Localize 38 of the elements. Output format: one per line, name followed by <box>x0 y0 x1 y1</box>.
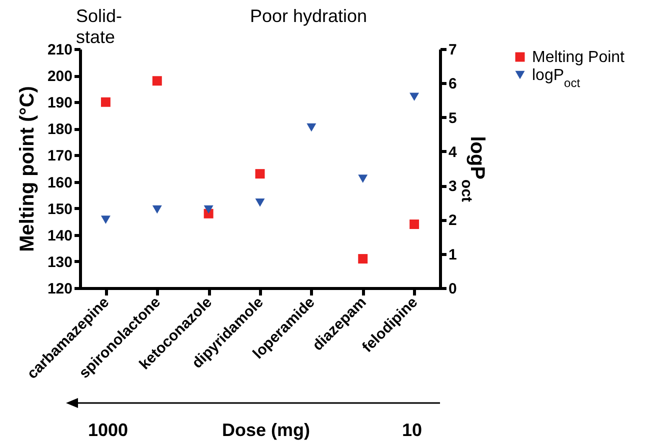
y-tick-label: 130 <box>47 254 72 271</box>
y2-tick-label: 4 <box>448 144 458 161</box>
point <box>204 205 214 214</box>
point <box>100 216 110 224</box>
legend-label: Melting Point <box>532 49 626 66</box>
point <box>410 92 420 101</box>
point <box>100 97 110 107</box>
point <box>152 205 162 214</box>
y-tick-label: 140 <box>47 227 72 244</box>
text: Poor hydration <box>250 6 368 27</box>
y-tick-label: 210 <box>47 42 72 58</box>
y-tick-label: 180 <box>47 121 72 138</box>
point <box>358 254 368 264</box>
text: 1000 <box>88 420 128 441</box>
legend-label: logP$_{oct}$ <box>532 67 581 90</box>
y2-tick-label: 3 <box>448 178 457 196</box>
point <box>306 123 316 132</box>
y-tick-label: 170 <box>47 148 72 165</box>
point <box>358 174 368 183</box>
y2-tick-label: 0 <box>448 280 457 298</box>
y2-tick-label: 5 <box>448 110 457 127</box>
y-tick-label: 200 <box>47 68 72 86</box>
x-axis-title: Dose (mg) <box>222 420 310 441</box>
point <box>152 76 162 86</box>
y2-tick-label: 1 <box>448 246 457 264</box>
point <box>255 169 265 179</box>
point <box>410 220 420 230</box>
y-tick-label: 150 <box>47 200 72 218</box>
point <box>255 198 265 207</box>
y-tick-label: 190 <box>47 94 72 112</box>
text: 10 <box>402 420 422 441</box>
y-tick-label: 160 <box>47 174 72 192</box>
y2-tick-label: 6 <box>448 76 457 93</box>
text: Solid-state <box>76 6 124 48</box>
y-tick-label: 120 <box>47 280 72 298</box>
y2-tick-label: 2 <box>448 212 457 230</box>
y2-tick-label: 7 <box>448 42 457 58</box>
y-axis-title: Melting point (°C) <box>16 86 38 252</box>
